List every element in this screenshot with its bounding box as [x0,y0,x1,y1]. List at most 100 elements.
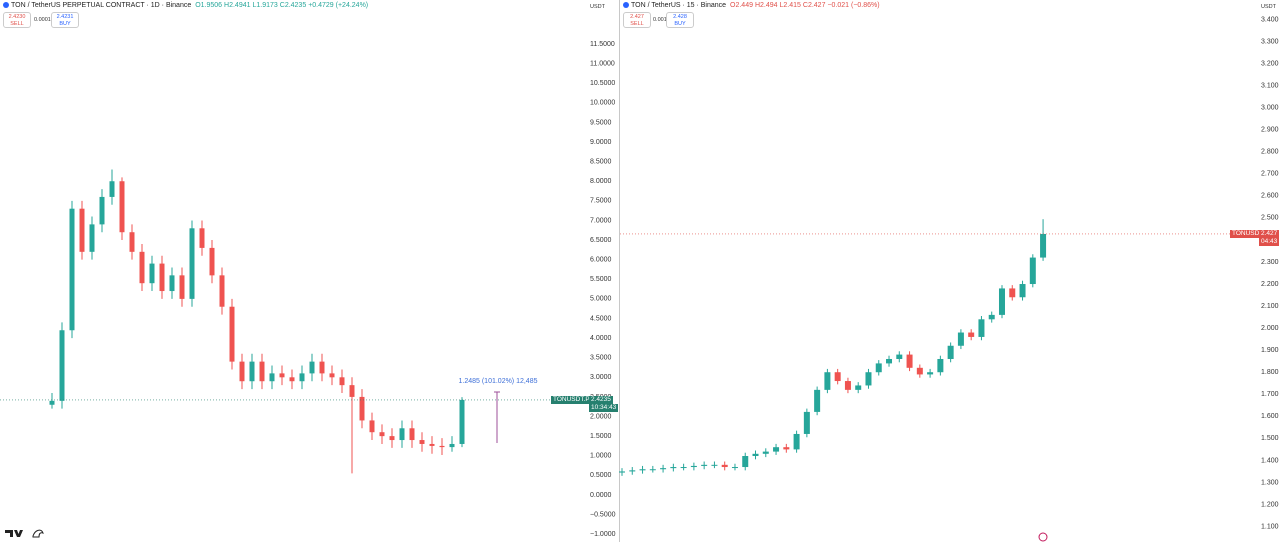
candle-body [978,319,985,337]
y-tick-label: 3.200 [1261,60,1279,67]
candle-body [639,469,646,471]
y-tick-label: 6.5000 [590,237,612,244]
y-tick-label: 7.0000 [590,217,612,224]
h: 2.494 [760,2,778,9]
candle-body [289,377,295,382]
y-tick-label: 1.800 [1261,369,1279,376]
y-tick-label: 8.0000 [590,178,612,185]
candle-body [209,247,215,276]
candle-body [149,263,155,284]
candle-body [793,433,800,450]
candle-body [79,208,85,252]
y-tick-label: 7.5000 [590,198,612,205]
candle-body [339,377,345,386]
y-tick-label: 0.5000 [590,472,612,479]
buy-button[interactable]: 2.428 BUY [666,12,694,28]
y-tick-label: 1.500 [1261,435,1279,442]
y-tick-label: 0.0000 [590,492,612,499]
o-label: O [195,2,201,9]
y-tick-label: 11.0000 [590,60,615,67]
candle-body [916,367,923,375]
y-tick-label: 11.5000 [590,41,615,48]
change: −0.021 (−0.86%) [827,2,880,9]
spread: 0.0001 [34,17,51,23]
candle-body [875,363,882,373]
candle-body [239,361,245,382]
l-label: L [779,2,784,9]
candle-body [783,447,790,450]
candle-body [119,181,125,233]
candle-body [189,228,195,299]
candle-body [762,451,769,454]
y-tick-label: 2.300 [1261,259,1279,266]
candle-body [219,275,225,307]
h-label: H [224,2,230,9]
measure-label: 1.2485 (101.02%) 12,485 [458,378,537,385]
c: 2.4235 [284,2,307,9]
candle-body [129,232,135,252]
price-tag-countdown: 10:34:43 [589,403,619,412]
y-tick-label: 3.100 [1261,82,1279,89]
candle-body [329,373,335,378]
candle-body [229,306,235,362]
price-tag-value: 2.4235 [589,395,613,404]
spread: 0.001 [653,17,667,23]
candle-body [1009,288,1016,298]
y-tick-label: 1.400 [1261,457,1279,464]
y-tick-label: 5.0000 [590,296,612,303]
candle-body [998,288,1005,315]
y-tick-label: 3.5000 [590,355,612,362]
candle-body [349,385,355,397]
candle-body [927,372,934,375]
y-tick-label: 2.100 [1261,303,1279,310]
price-tag-symbol: TONUSDT.P [551,395,592,404]
candle-body [439,445,445,448]
symbol[interactable]: TON / TetherUS PERPETUAL CONTRACT · 1D ·… [11,2,192,9]
y-tick-label: 1.0000 [590,453,612,460]
header-right: TON / TetherUS · 15 · Binance O2.449 H2.… [623,2,880,9]
y-tick-label: 3.300 [1261,38,1279,45]
candle-body [803,411,810,434]
sell-button[interactable]: 2.427 SELL [623,12,651,28]
sell-button[interactable]: 2.4230 SELL [3,12,31,28]
candle-body [59,330,65,401]
buy-button[interactable]: 2.4231 BUY [51,12,79,28]
candle-body [379,432,385,437]
candle-body [886,358,893,364]
sell-label: SELL [10,21,24,27]
candle-body [711,464,718,466]
candle-body [409,428,415,441]
candle-body [619,471,625,473]
candle-body [249,361,255,382]
buy-label: BUY [674,21,686,27]
tv-logo [5,529,44,538]
sell-price: 2.4230 [8,14,26,20]
candle-body [957,332,964,346]
h: 2.4941 [229,2,251,9]
candle-body [649,469,656,471]
candle-body [865,372,872,386]
buy-price: 2.4231 [56,14,74,20]
candle-body [1029,257,1036,285]
y-tick-label: 2.700 [1261,171,1279,178]
symbol[interactable]: TON / TetherUS · 15 · Binance [631,2,727,9]
y-tick-label: −0.5000 [590,511,616,518]
l: 2.415 [783,2,801,9]
y-tick-label: 6.0000 [590,257,612,264]
y-tick-label: 1.200 [1261,501,1279,508]
candle-body [359,396,365,421]
y-tick-label: 1.300 [1261,479,1279,486]
candle-body [1019,284,1026,298]
y-tick-label: 2.600 [1261,193,1279,200]
candle-body [660,468,667,470]
candle-body [459,399,465,444]
y-tick-label: 10.0000 [590,100,615,107]
candle-body [449,443,455,448]
candle-body [299,373,305,382]
candle-body [629,470,636,472]
candle-body [988,314,995,320]
event-icon[interactable] [1038,532,1048,542]
y-tick-label: 8.5000 [590,158,612,165]
price-tag-value: 2.427 [1259,229,1280,238]
candle-body [731,467,738,469]
